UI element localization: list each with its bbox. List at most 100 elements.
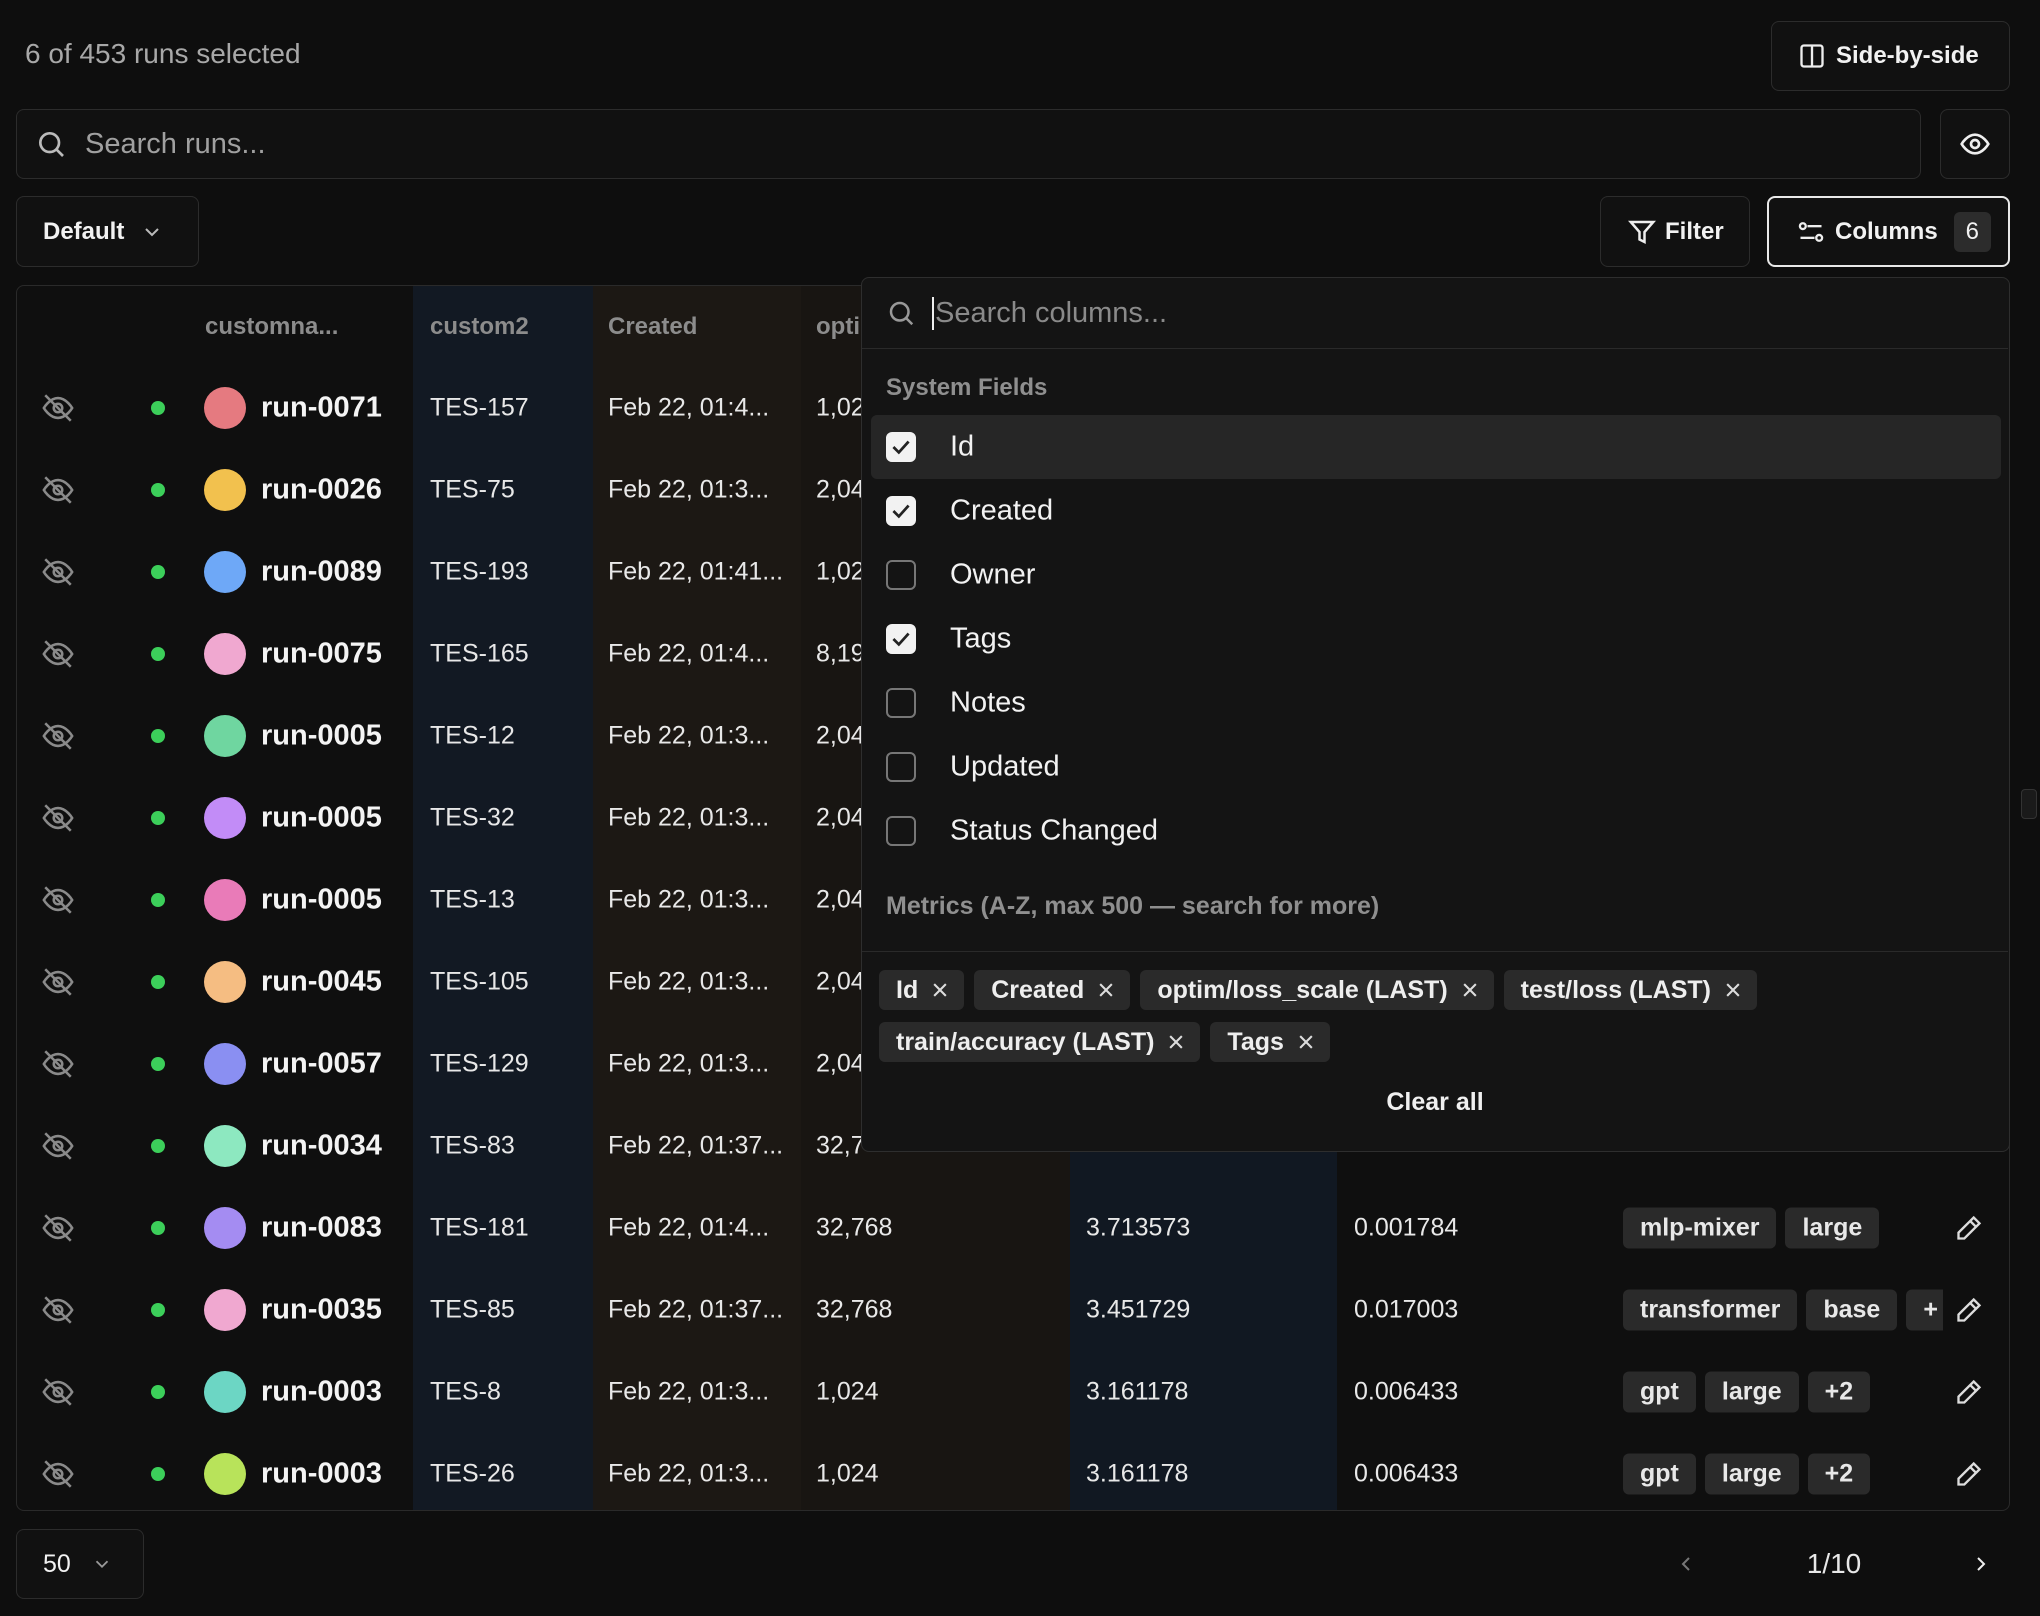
field-label: Owner — [950, 558, 1036, 591]
run-avatar — [204, 797, 246, 839]
remove-chip[interactable] — [1723, 980, 1743, 1000]
status-dot — [151, 1139, 165, 1153]
hide-run-icon[interactable] — [41, 965, 75, 999]
view-dropdown[interactable]: Default — [16, 196, 199, 267]
edit-icon[interactable] — [1955, 1214, 1983, 1242]
created-cell: Feb 22, 01:41... — [608, 557, 784, 586]
chip-label: optim/loss_scale (LAST) — [1157, 975, 1448, 1004]
selected-chip: test/loss (LAST) — [1503, 970, 1757, 1010]
accuracy-cell: 0.017003 — [1354, 1295, 1459, 1324]
checkbox[interactable] — [886, 624, 916, 654]
status-dot — [151, 893, 165, 907]
chip-label: Tags — [1227, 1027, 1284, 1056]
checkbox[interactable] — [886, 560, 916, 590]
opti-cell: 2,04 — [816, 1049, 865, 1078]
field-label: Tags — [950, 622, 1012, 655]
hide-run-icon[interactable] — [41, 1129, 75, 1163]
opti-cell: 8,19 — [816, 639, 865, 668]
opti-cell: 1,024 — [816, 1377, 879, 1406]
hide-run-icon[interactable] — [41, 555, 75, 589]
remove-chip[interactable] — [1296, 1032, 1316, 1052]
custom2-cell: TES-32 — [430, 803, 515, 832]
created-cell: Feb 22, 01:4... — [608, 639, 770, 668]
run-avatar — [204, 633, 246, 675]
search-runs[interactable]: Search runs... — [16, 109, 1921, 179]
selected-chip: Id — [879, 970, 965, 1010]
checkbox[interactable] — [886, 752, 916, 782]
opti-cell: 32,768 — [816, 1213, 893, 1242]
tag: + — [1906, 1289, 1943, 1331]
search-icon — [39, 132, 64, 157]
section-title: System Fields — [886, 374, 1048, 401]
visibility-button[interactable] — [1940, 109, 2010, 179]
column-bg — [413, 286, 593, 1510]
opti-cell: 2,04 — [816, 475, 865, 504]
custom2-cell: TES-193 — [430, 557, 529, 586]
tag: large — [1704, 1371, 1799, 1413]
hide-run-icon[interactable] — [41, 637, 75, 671]
page-size-dropdown[interactable]: 50 — [16, 1529, 144, 1599]
hide-run-icon[interactable] — [41, 1375, 75, 1409]
hide-run-icon[interactable] — [41, 1457, 75, 1491]
hide-run-icon[interactable] — [41, 883, 75, 917]
columns-panel: Search columns... System Fields Metrics … — [861, 277, 2010, 1152]
edit-icon[interactable] — [1955, 1296, 1983, 1324]
chip-label: test/loss (LAST) — [1520, 975, 1711, 1004]
created-cell: Feb 22, 01:3... — [608, 967, 770, 996]
remove-chip[interactable] — [1096, 980, 1116, 1000]
edit-icon[interactable] — [1955, 1460, 1983, 1488]
custom2-cell: TES-13 — [430, 885, 515, 914]
selected-chip: optim/loss_scale (LAST) — [1140, 970, 1494, 1010]
checkbox[interactable] — [886, 688, 916, 718]
hide-run-icon[interactable] — [41, 473, 75, 507]
run-avatar — [204, 715, 246, 757]
next-page[interactable] — [1969, 1552, 1993, 1576]
run-name: run-0005 — [261, 883, 382, 916]
remove-chip[interactable] — [1460, 980, 1480, 1000]
filter-button[interactable]: Filter — [1600, 196, 1750, 267]
opti-cell: 2,04 — [816, 803, 865, 832]
resize-handle[interactable] — [2021, 789, 2037, 819]
field-label: Status Changed — [950, 814, 1158, 847]
opti-cell: 2,04 — [816, 885, 865, 914]
checkbox[interactable] — [886, 816, 916, 846]
status-dot — [151, 729, 165, 743]
hide-run-icon[interactable] — [41, 1211, 75, 1245]
hide-run-icon[interactable] — [41, 1047, 75, 1081]
custom2-cell: TES-26 — [430, 1459, 515, 1488]
columns-button[interactable]: Columns 6 — [1767, 196, 2010, 267]
custom2-cell: TES-75 — [430, 475, 515, 504]
run-name: run-0089 — [261, 555, 382, 588]
loss-cell: 3.451729 — [1086, 1295, 1191, 1324]
opti-cell: 2,04 — [816, 721, 865, 750]
clear-all-button[interactable]: Clear all — [1386, 1088, 1484, 1116]
created-cell: Feb 22, 01:3... — [608, 803, 770, 832]
column-header: Created — [608, 313, 698, 340]
created-cell: Feb 22, 01:37... — [608, 1131, 784, 1160]
status-dot — [151, 647, 165, 661]
tags-cell: transformer base + — [1623, 1289, 1943, 1331]
edit-icon[interactable] — [1955, 1378, 1983, 1406]
prev-page[interactable] — [1674, 1552, 1698, 1576]
field-label: Notes — [950, 686, 1026, 719]
checkbox[interactable] — [886, 432, 916, 462]
accuracy-cell: 0.006433 — [1354, 1459, 1459, 1488]
row-highlight — [871, 415, 2001, 479]
accuracy-cell: 0.001784 — [1354, 1213, 1459, 1242]
custom2-cell: TES-83 — [430, 1131, 515, 1160]
hide-run-icon[interactable] — [41, 1293, 75, 1327]
hide-run-icon[interactable] — [41, 391, 75, 425]
opti-cell: 1,02 — [816, 557, 865, 586]
hide-run-icon[interactable] — [41, 719, 75, 753]
loss-cell: 3.713573 — [1086, 1213, 1191, 1242]
remove-chip[interactable] — [930, 980, 950, 1000]
chevron-down — [95, 1560, 108, 1569]
selection-count: 6 of 453 runs selected — [25, 38, 301, 69]
side-by-side-button[interactable]: Side-by-side — [1771, 21, 2010, 91]
remove-chip[interactable] — [1166, 1032, 1186, 1052]
tag: gpt — [1623, 1371, 1696, 1413]
checkbox[interactable] — [886, 496, 916, 526]
hide-run-icon[interactable] — [41, 801, 75, 835]
status-dot — [151, 1385, 165, 1399]
column-search[interactable]: Search columns... — [862, 278, 2008, 349]
